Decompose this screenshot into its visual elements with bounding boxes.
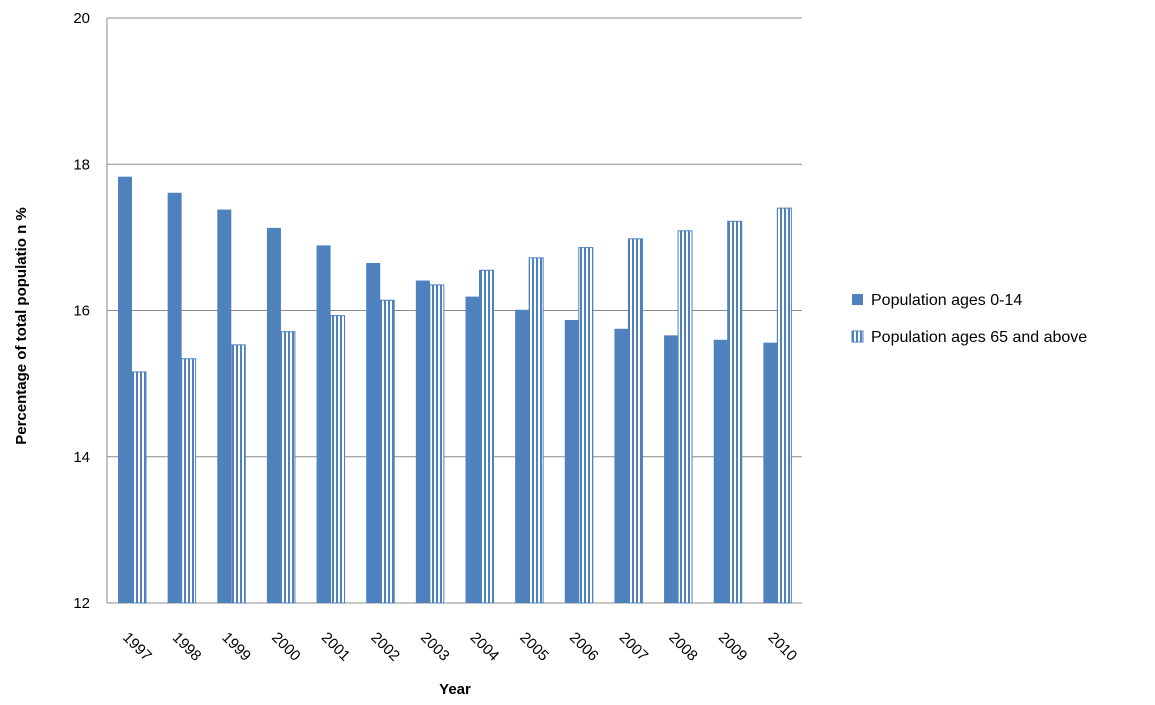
bar-ages-65-above-2000 <box>280 331 296 604</box>
x-tick-label-2009: 2009 <box>715 629 751 665</box>
legend: Population ages 0-14 Population ages 65 … <box>851 292 1087 346</box>
bar-ages-0-14-2010 <box>763 342 778 603</box>
y-tick-label-14: 14 <box>73 449 90 466</box>
bar-ages-0-14-2000 <box>266 227 281 603</box>
bar-ages-65-above-2001 <box>330 315 346 604</box>
x-tick-label-2000: 2000 <box>268 629 304 665</box>
x-tick-label-2007: 2007 <box>616 629 652 665</box>
legend-label-ages-65-above: Population ages 65 and above <box>871 329 1087 346</box>
bar-ages-0-14-2009 <box>713 339 728 603</box>
bar-ages-0-14-1998 <box>167 192 182 604</box>
bar-ages-65-above-2010 <box>776 207 792 604</box>
bar-ages-0-14-1999 <box>217 209 232 603</box>
x-axis-title: Year <box>439 681 471 698</box>
bar-ages-65-above-2002 <box>379 299 395 604</box>
legend-label-ages-0-14: Population ages 0-14 <box>871 292 1022 309</box>
bar-ages-65-above-1997 <box>131 371 147 604</box>
x-tick-label-2004: 2004 <box>467 629 503 665</box>
bar-ages-65-above-2005 <box>528 257 544 604</box>
gridlines <box>107 17 802 604</box>
x-tick-label-2010: 2010 <box>765 629 801 665</box>
bar-ages-65-above-2007 <box>627 238 643 604</box>
y-tick-label-12: 12 <box>73 595 90 612</box>
bar-ages-0-14-2006 <box>564 320 579 603</box>
x-tick-label-2006: 2006 <box>566 629 602 665</box>
bar-ages-65-above-2003 <box>429 284 445 604</box>
x-tick-label-2008: 2008 <box>665 629 701 665</box>
bar-ages-65-above-2006 <box>578 247 594 604</box>
bar-ages-65-above-2008 <box>677 230 693 604</box>
x-tick-label-1999: 1999 <box>218 629 254 665</box>
x-tick-label-2003: 2003 <box>417 629 453 665</box>
x-tick-label-1998: 1998 <box>169 629 205 665</box>
bars <box>118 176 792 604</box>
x-tick-label-2005: 2005 <box>516 629 552 665</box>
y-tick-label-20: 20 <box>73 10 90 27</box>
bar-ages-0-14-2002 <box>366 262 381 603</box>
x-tick-label-2001: 2001 <box>318 629 354 665</box>
bar-ages-65-above-1998 <box>181 358 197 604</box>
bar-ages-65-above-2009 <box>727 220 743 604</box>
y-axis-title: Percentage of total populatio n % <box>13 207 30 445</box>
legend-swatch-ages-65-above <box>851 330 864 343</box>
bar-ages-0-14-2004 <box>465 296 480 603</box>
bar-ages-0-14-2001 <box>316 245 331 603</box>
y-tick-label-16: 16 <box>73 303 90 320</box>
bar-ages-65-above-1999 <box>230 344 246 604</box>
x-tick-labels: 1997 1998 1999 2000 2001 2002 2003 2004 2005 2006… <box>119 629 800 665</box>
bar-ages-0-14-1997 <box>118 176 132 603</box>
bar-ages-0-14-2005 <box>515 309 530 603</box>
bar-ages-65-above-2004 <box>479 269 494 604</box>
y-tick-label-18: 18 <box>73 156 90 173</box>
bar-ages-0-14-2003 <box>415 280 430 603</box>
x-tick-label-1997: 1997 <box>119 629 155 665</box>
y-tick-labels: 12 14 16 18 20 <box>73 10 90 612</box>
bar-ages-0-14-2008 <box>664 335 679 603</box>
legend-swatch-ages-0-14 <box>852 294 863 305</box>
x-tick-label-2002: 2002 <box>367 629 403 665</box>
bar-ages-0-14-2007 <box>614 328 629 603</box>
